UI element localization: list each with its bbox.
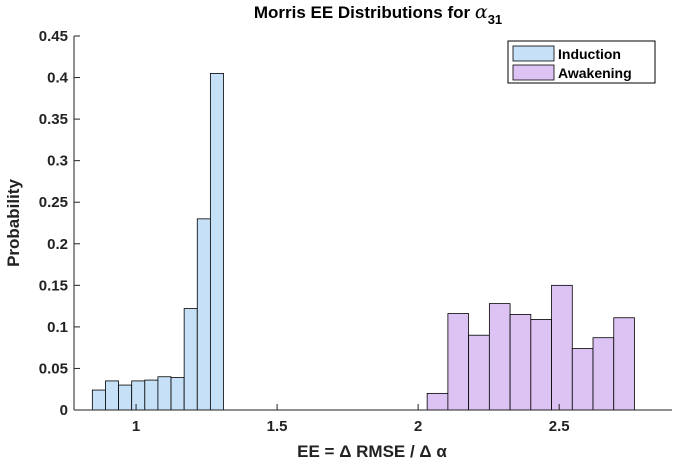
x-tick-label: 2.5 [549,418,570,435]
bar-awakening-7 [551,284,573,411]
y-tick-label: 0.25 [39,194,68,211]
x-axis-label: EE = Δ RMSE / Δ α [297,442,447,461]
bar-induction-2 [105,380,119,411]
chart-title-subscript: 31 [488,12,502,27]
bar-awakening-6 [530,319,552,411]
bar-awakening-9 [592,337,615,411]
bar-induction-10 [209,73,224,411]
y-tick-label: 0 [60,402,68,419]
bar-awakening-8 [571,348,594,411]
y-tick-label: 0.3 [47,153,68,170]
bar-awakening-4 [488,303,511,411]
legend: Induction Awakening [507,40,656,84]
legend-label-induction: Induction [558,46,621,62]
legend-swatch-induction [512,45,555,62]
y-tick-label: 0.2 [47,236,68,253]
bar-awakening-1 [426,392,449,411]
chart-title-main: Morris EE Distributions for [254,3,475,22]
y-tick-label: 0.45 [39,28,68,45]
x-tick-label: 1.5 [267,418,288,435]
y-axis-label: Probability [4,179,23,267]
y-tick-label: 0.1 [47,319,68,336]
x-tick-label: 2 [414,418,422,435]
bar-induction-1 [91,389,106,411]
bar-awakening-10 [613,317,635,411]
legend-label-awakening: Awakening [558,65,632,81]
y-tick-label: 0.4 [47,70,69,87]
x-tick-label: 1 [132,418,140,435]
bar-induction-4 [131,380,146,411]
bar-induction-6 [157,376,172,411]
bar-induction-8 [183,308,198,411]
chart-title: Morris EE Distributions for α31 [254,1,502,27]
y-tick-label: 0.05 [39,360,68,377]
chart-title-symbol: α [475,1,488,23]
bar-induction-5 [144,379,159,411]
y-tick-label: 0.35 [39,111,68,128]
axes-frame [73,36,672,411]
bar-awakening-3 [468,334,490,411]
y-tick-label: 0.15 [39,277,68,294]
bar-awakening-5 [509,314,532,411]
legend-swatch-awakening [512,64,555,81]
bars-layer [91,73,635,411]
bar-induction-3 [118,384,133,411]
bar-awakening-2 [447,313,470,411]
bar-induction-9 [196,218,211,411]
tick-labels: 0 0.05 0.1 0.15 0.2 0.25 0.3 0.35 0.4 0.45 1 1.5 2 2.… [39,28,570,435]
bar-induction-7 [170,377,185,411]
